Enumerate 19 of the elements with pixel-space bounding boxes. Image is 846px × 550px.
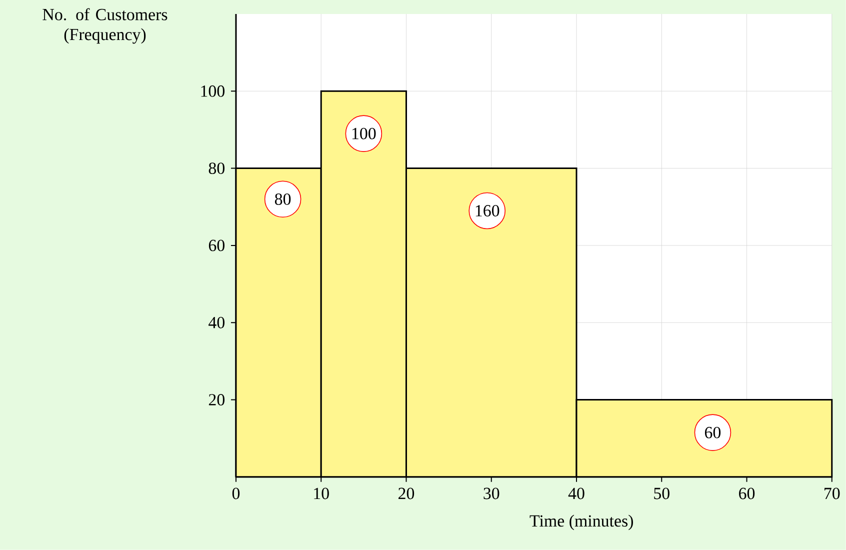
- y-tick-label: 100: [201, 85, 224, 97]
- x-tick-label: 50: [654, 488, 670, 500]
- x-tick-label: 10: [314, 488, 329, 500]
- y-tick-label: 40: [208, 316, 224, 328]
- y-tick-label: 80: [208, 162, 224, 174]
- x-tick-label: 20: [398, 488, 414, 500]
- x-tick-label: 40: [568, 488, 584, 500]
- x-tick-label: 30: [484, 488, 500, 500]
- x-tick-label: 60: [739, 488, 755, 500]
- annotation: 100: [352, 128, 376, 140]
- y-axis-title: No. of Customers (Frequency): [42, 8, 168, 44]
- annotation: 60: [704, 426, 721, 438]
- annotation: 160: [476, 205, 500, 216]
- x-tick-label: 0: [232, 488, 240, 500]
- y-tick-label: 20: [208, 394, 224, 406]
- x-tick-label: 70: [824, 488, 840, 500]
- y-tick-label: 60: [208, 240, 224, 252]
- annotation: 80: [274, 193, 291, 205]
- x-axis-title: Time (minutes): [530, 514, 633, 530]
